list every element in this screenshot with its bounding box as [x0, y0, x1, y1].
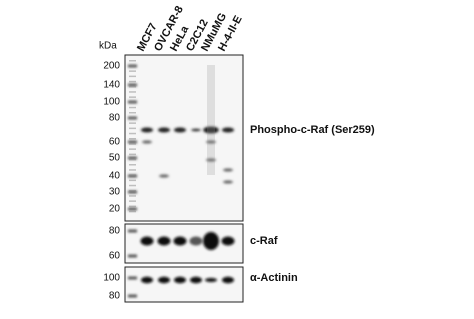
- faint-band: [159, 174, 169, 178]
- faint-band: [206, 140, 216, 144]
- ladder-smear: [129, 205, 136, 208]
- ladder-smear: [129, 65, 136, 67]
- band: [174, 127, 186, 133]
- band: [158, 127, 170, 133]
- ladder-smear: [129, 96, 136, 98]
- ladder-smear: [129, 138, 136, 140]
- marker-label: 60: [109, 251, 121, 262]
- ladder-smear: [129, 75, 136, 78]
- marker-label: 20: [109, 204, 121, 215]
- ladder-smear: [129, 210, 136, 213]
- ladder-smear: [129, 70, 136, 72]
- ladder-band: [128, 294, 137, 298]
- faint-band: [223, 180, 233, 184]
- ladder-smear: [129, 106, 136, 109]
- band: [222, 127, 234, 133]
- ladder-smear: [129, 200, 136, 202]
- ladder-smear: [129, 91, 136, 93]
- band-label: α-Actinin: [250, 272, 298, 284]
- band: [205, 278, 217, 282]
- marker-label: 140: [103, 80, 120, 91]
- ladder-band: [128, 140, 137, 144]
- band: [140, 236, 154, 246]
- faint-band: [206, 158, 216, 162]
- ladder-smear: [129, 127, 136, 130]
- band: [190, 276, 202, 284]
- ladder-band: [128, 229, 137, 233]
- ladder-band: [128, 254, 137, 258]
- ladder-smear: [129, 132, 136, 135]
- ladder-smear: [129, 190, 136, 192]
- band: [174, 276, 186, 284]
- band: [222, 276, 234, 284]
- ladder-smear: [129, 174, 136, 176]
- band-label: c-Raf: [250, 235, 278, 247]
- ladder-smear: [129, 169, 136, 171]
- ladder-smear: [129, 184, 136, 187]
- ladder-band: [128, 190, 137, 194]
- band: [221, 236, 235, 246]
- blot-panel: [124, 54, 244, 222]
- band: [203, 126, 219, 134]
- ladder-band: [128, 156, 137, 160]
- marker-label: 30: [109, 187, 121, 198]
- marker-label: 100: [103, 97, 120, 108]
- marker-label: 80: [109, 291, 121, 302]
- blot-panel: [124, 266, 244, 303]
- band: [141, 276, 153, 284]
- ladder-smear: [129, 153, 136, 156]
- marker-label: 60: [109, 137, 121, 148]
- band: [203, 232, 219, 250]
- marker-label: 200: [103, 61, 120, 72]
- ladder-band: [128, 83, 137, 87]
- ladder-smear: [129, 112, 136, 114]
- faint-band: [142, 140, 152, 144]
- marker-label: 100: [103, 273, 120, 284]
- ladder-smear: [129, 148, 136, 150]
- ladder-smear: [129, 117, 136, 119]
- band: [158, 276, 170, 284]
- ladder-smear: [129, 143, 136, 145]
- marker-label: 40: [109, 171, 121, 182]
- marker-label: 50: [109, 153, 121, 164]
- ladder-smear: [129, 158, 136, 161]
- ladder-smear: [129, 86, 136, 88]
- marker-label: 80: [109, 226, 121, 237]
- ladder-smear: [129, 60, 136, 62]
- ladder-smear: [129, 195, 136, 197]
- band: [141, 127, 153, 133]
- faint-band: [223, 168, 233, 172]
- band-label: Phospho-c-Raf (Ser259): [250, 124, 375, 136]
- ladder-smear: [129, 122, 136, 124]
- ladder-band: [128, 174, 137, 178]
- ladder-smear: [129, 179, 136, 182]
- ladder-band: [128, 207, 137, 211]
- smear: [207, 65, 215, 175]
- band: [189, 236, 203, 246]
- ladder-smear: [129, 164, 136, 166]
- band: [157, 236, 171, 246]
- marker-label: 80: [109, 113, 121, 124]
- unit-label: kDa: [99, 41, 117, 52]
- ladder-smear: [129, 80, 136, 83]
- ladder-smear: [129, 101, 136, 104]
- ladder-band: [128, 276, 137, 280]
- band: [191, 128, 201, 132]
- band: [173, 236, 187, 246]
